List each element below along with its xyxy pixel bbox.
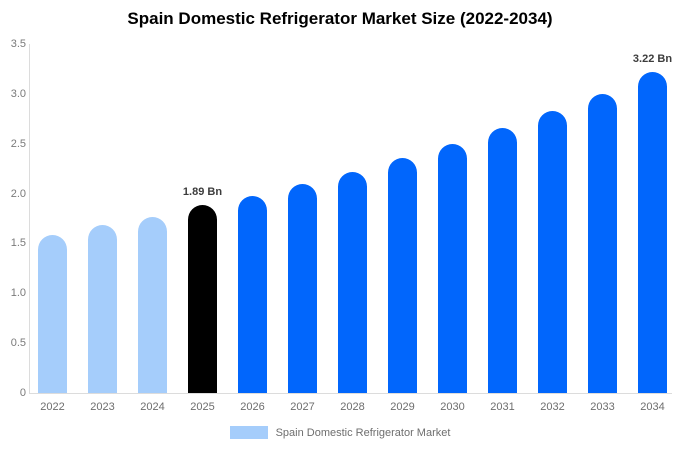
- x-axis-tick-label: 2026: [240, 401, 265, 413]
- y-axis-tick-label: 1.0: [10, 287, 26, 300]
- bar-2028: [338, 172, 367, 393]
- y-axis-line: [29, 44, 30, 394]
- chart-legend: Spain Domestic Refrigerator Market: [0, 426, 680, 439]
- legend-label: Spain Domestic Refrigerator Market: [275, 426, 451, 439]
- bar-value-label: 3.22 Bn: [632, 53, 673, 65]
- bar-2027: [288, 184, 317, 393]
- x-axis-tick-label: 2030: [440, 401, 465, 413]
- x-axis-tick-label: 2034: [640, 401, 665, 413]
- bar-2026: [238, 196, 267, 393]
- y-axis-tick-label: 2.0: [10, 187, 26, 200]
- x-axis-tick-label: 2024: [140, 401, 165, 413]
- x-axis-tick-label: 2027: [290, 401, 315, 413]
- bar-2029: [388, 158, 417, 393]
- bar-2025: [188, 205, 217, 393]
- bar-2034: [638, 72, 667, 393]
- y-axis-tick-label: 1.5: [10, 237, 26, 250]
- x-axis-tick-label: 2031: [490, 401, 515, 413]
- x-axis-tick-label: 2032: [540, 401, 565, 413]
- bar-2030: [438, 144, 467, 393]
- chart-title: Spain Domestic Refrigerator Market Size …: [127, 9, 553, 28]
- y-axis-tick-label: 0: [19, 387, 26, 399]
- y-axis-tick-label: 0.5: [10, 337, 26, 350]
- plot-area: [29, 44, 672, 393]
- x-axis-tick-label: 2028: [340, 401, 365, 413]
- bar-2022: [38, 235, 67, 393]
- x-axis-tick-label: 2022: [40, 401, 65, 413]
- y-axis-tick-label: 3.0: [10, 87, 26, 100]
- bar-2031: [488, 128, 517, 393]
- bar-2024: [138, 217, 167, 393]
- bar-2023: [88, 225, 117, 393]
- x-axis-tick-label: 2029: [390, 401, 415, 413]
- y-axis-tick-label: 3.5: [10, 38, 26, 50]
- legend-swatch: [229, 426, 268, 439]
- x-axis-line: [29, 393, 672, 394]
- bar-2032: [538, 111, 567, 393]
- x-axis-tick-label: 2033: [590, 401, 615, 413]
- x-axis-tick-label: 2025: [190, 401, 215, 413]
- bar-value-label: 1.89 Bn: [182, 186, 223, 198]
- bar-2033: [588, 94, 617, 393]
- x-axis-tick-label: 2023: [90, 401, 115, 413]
- y-axis-tick-label: 2.5: [10, 137, 26, 150]
